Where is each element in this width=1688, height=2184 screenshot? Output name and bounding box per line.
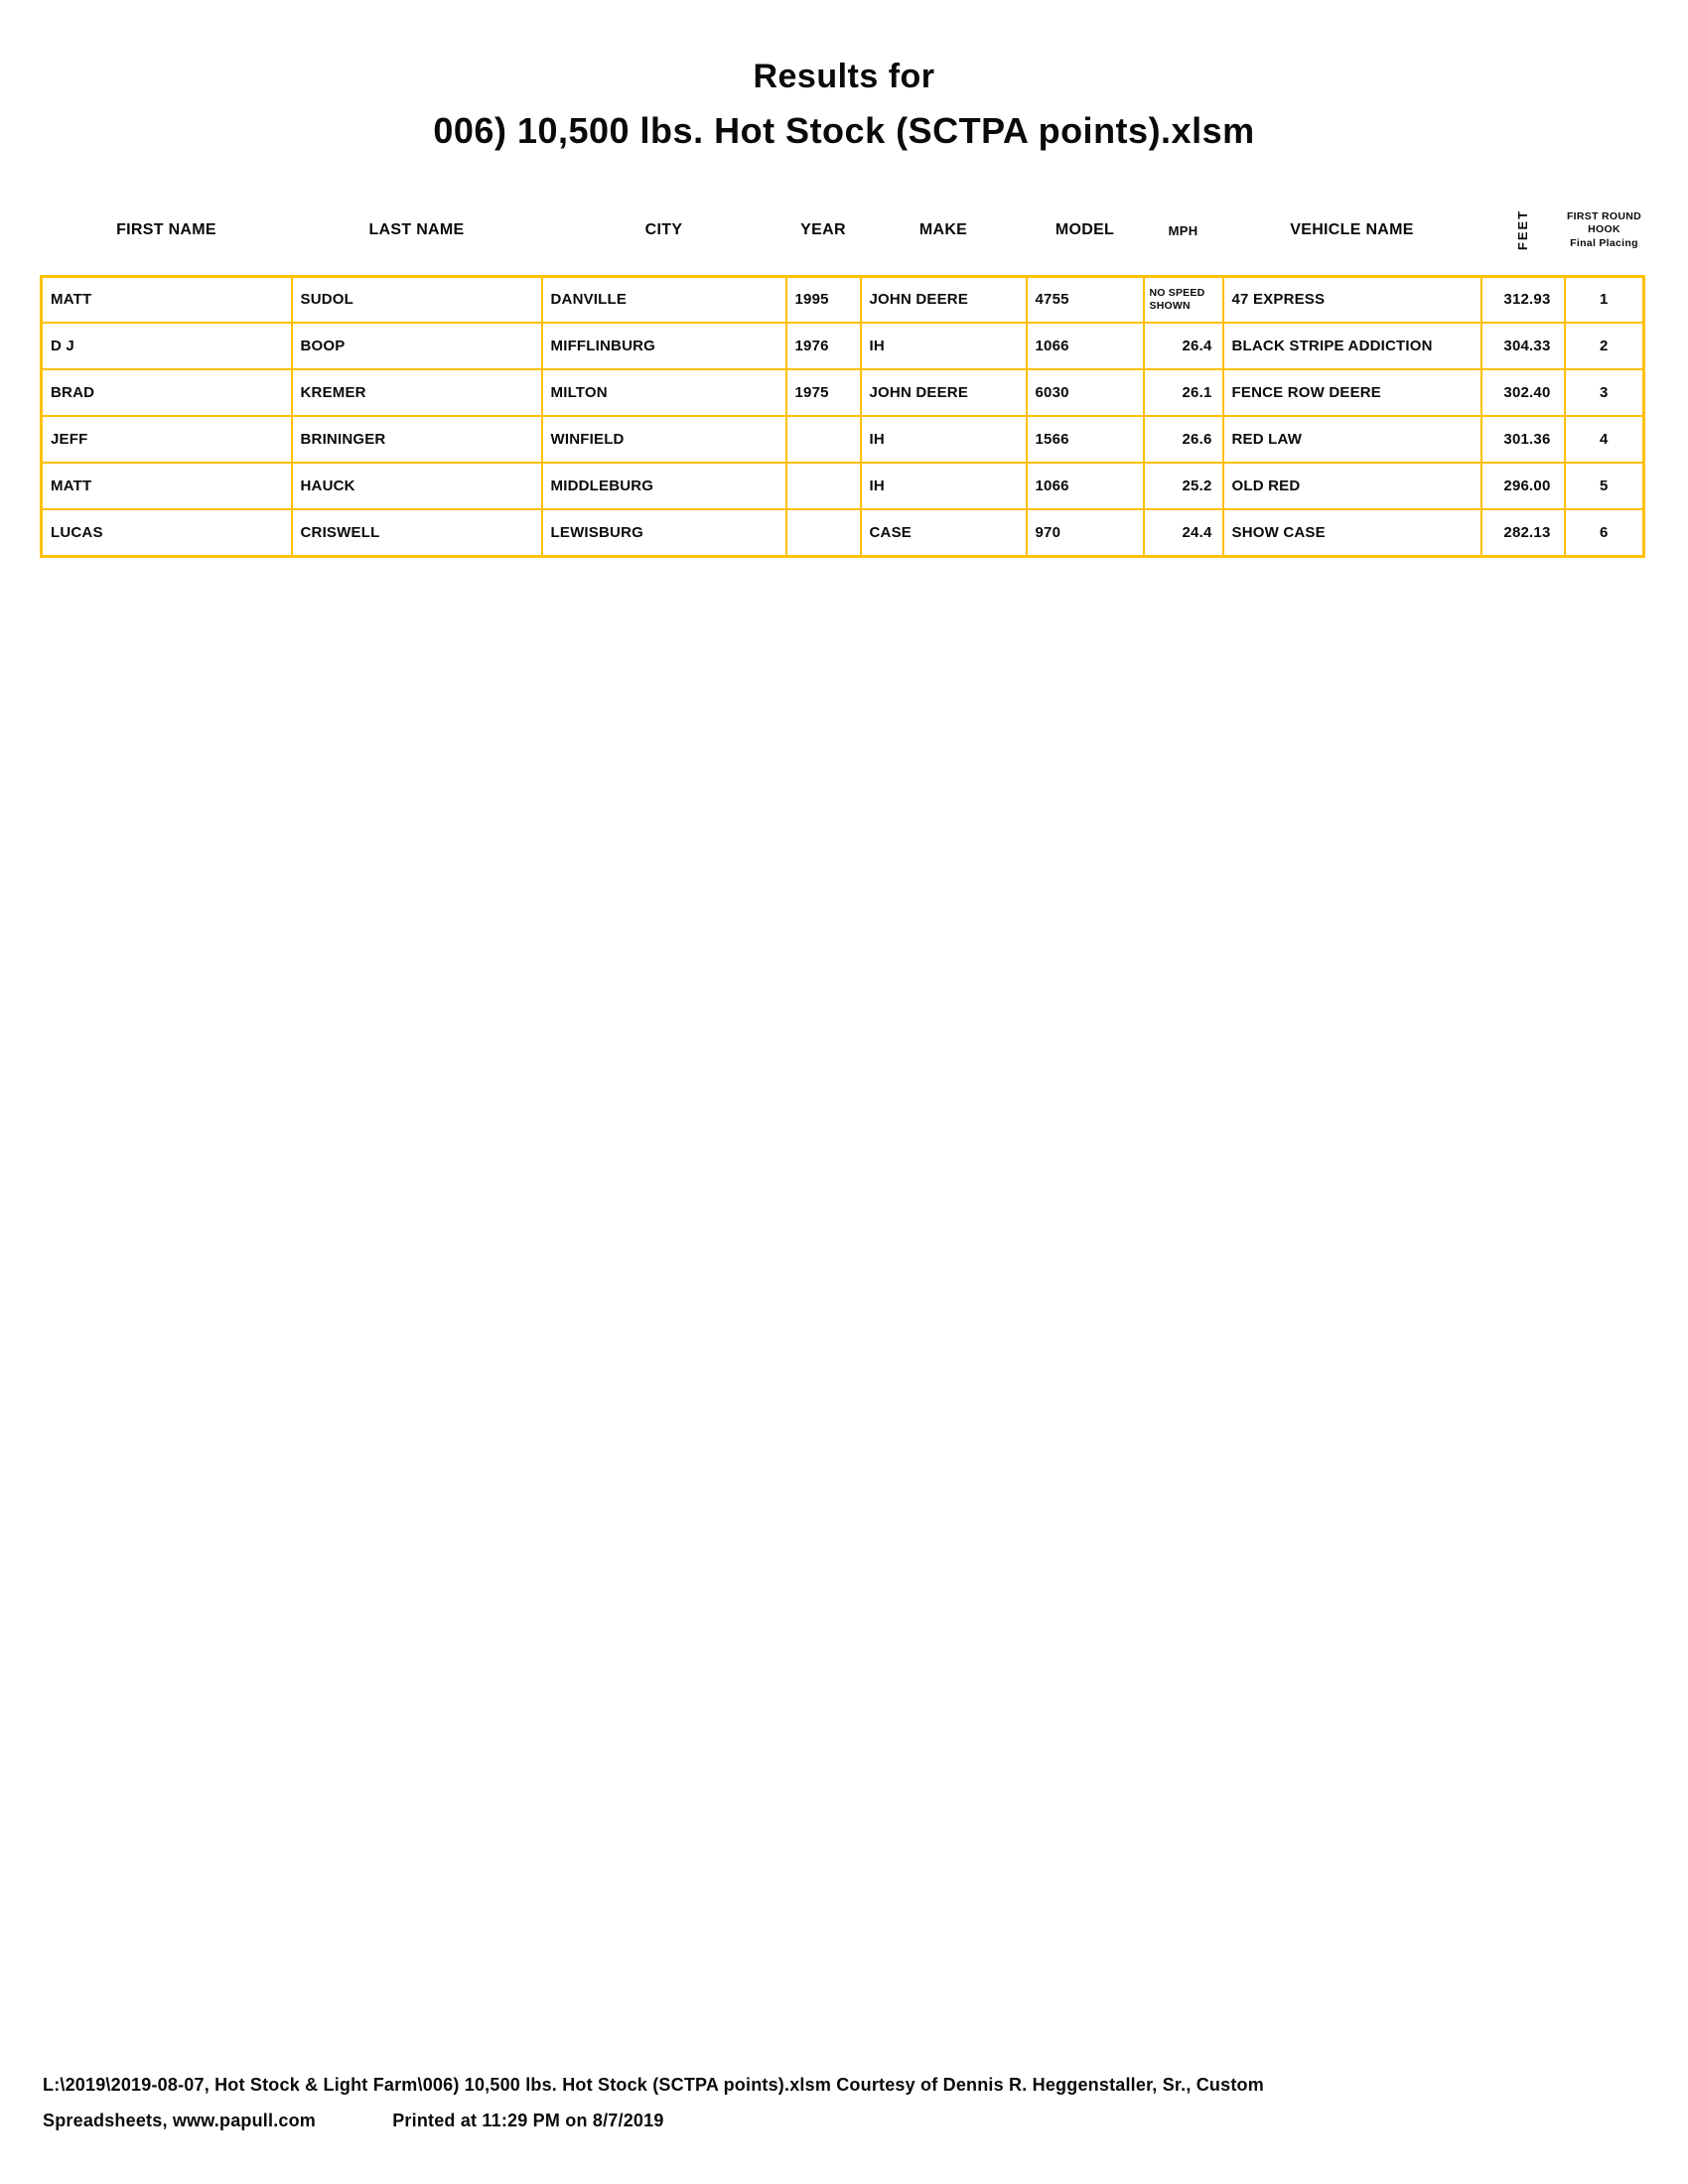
cell-feet: 282.13 (1479, 508, 1566, 557)
footer-printed-timestamp: Printed at 11:29 PM on 8/7/2019 (392, 2111, 664, 2130)
footer-line2: Spreadsheets, www.papull.com Printed at … (43, 2103, 1264, 2138)
cell-last-name: BOOP (290, 322, 543, 370)
title-block: Results for 006) 10,500 lbs. Hot Stock (… (0, 0, 1688, 151)
page-footer: L:\2019\2019-08-07, Hot Stock & Light Fa… (43, 2067, 1264, 2138)
header-city: CITY (644, 221, 683, 239)
cell-city: MILTON (540, 368, 787, 417)
cell-vehicle-name: FENCE ROW DEERE (1221, 368, 1482, 417)
cell-model: 6030 (1025, 368, 1145, 417)
header-mph: MPH (1168, 222, 1198, 238)
cell-year: 1975 (784, 368, 862, 417)
cell-placing: 2 (1563, 322, 1645, 370)
cell-first-name: JEFF (40, 415, 293, 464)
table-row: LUCAS CRISWELL LEWISBURG CASE 970 24.4 SHOW CA… (40, 508, 1645, 557)
header-first-round-hook: FIRST ROUND HOOK (1566, 209, 1642, 236)
header-last-name: LAST NAME (368, 221, 465, 239)
cell-year (784, 508, 862, 557)
cell-last-name: KREMER (290, 368, 543, 417)
cell-model: 970 (1025, 508, 1145, 557)
cell-placing: 6 (1563, 508, 1645, 557)
cell-vehicle-name: BLACK STRIPE ADDICTION (1221, 322, 1482, 370)
header-feet: FEET (1481, 187, 1565, 276)
file-name-title: 006) 10,500 lbs. Hot Stock (SCTPA points… (433, 110, 1255, 151)
cell-make: IH (859, 322, 1028, 370)
cell-make: IH (859, 462, 1028, 510)
table-row: JEFF BRININGER WINFIELD IH 1566 26.6 RED LAW 30… (40, 415, 1645, 464)
table-row: D J BOOP MIFFLINBURG 1976 IH 1066 26.4 BLACK ST… (40, 322, 1645, 370)
cell-first-name: D J (40, 322, 293, 370)
cell-placing: 5 (1563, 462, 1645, 510)
cell-last-name: HAUCK (290, 462, 543, 510)
cell-city: WINFIELD (540, 415, 787, 464)
cell-mph: 26.6 (1142, 415, 1224, 464)
table-row: BRAD KREMER MILTON 1975 JOHN DEERE 6030 26.1 FE… (40, 368, 1645, 417)
cell-mph: 25.2 (1142, 462, 1224, 510)
cell-make: CASE (859, 508, 1028, 557)
cell-make: JOHN DEERE (859, 275, 1028, 324)
cell-vehicle-name: 47 EXPRESS (1221, 275, 1482, 324)
footer-website: Spreadsheets, www.papull.com (43, 2111, 317, 2130)
header-final-placing-sub: Final Placing (1570, 237, 1638, 250)
cell-placing: 1 (1563, 275, 1645, 324)
table-row: MATT HAUCK MIDDLEBURG IH 1066 25.2 OLD RED 296.… (40, 462, 1645, 510)
cell-feet: 296.00 (1479, 462, 1566, 510)
cell-feet: 302.40 (1479, 368, 1566, 417)
cell-city: LEWISBURG (540, 508, 787, 557)
cell-year: 1976 (784, 322, 862, 370)
cell-mph: NO SPEED SHOWN (1142, 275, 1224, 324)
cell-city: DANVILLE (540, 275, 787, 324)
table-row: MATT SUDOL DANVILLE 1995 JOHN DEERE 4755 NO SP… (40, 275, 1645, 324)
cell-vehicle-name: RED LAW (1221, 415, 1482, 464)
cell-feet: 312.93 (1479, 275, 1566, 324)
cell-first-name: BRAD (40, 368, 293, 417)
cell-feet: 304.33 (1479, 322, 1566, 370)
feet-rotated-label: FEET (1514, 209, 1530, 251)
cell-mph: 26.1 (1142, 368, 1224, 417)
cell-first-name: MATT (40, 275, 293, 324)
cell-model: 4755 (1025, 275, 1145, 324)
cell-last-name: CRISWELL (290, 508, 543, 557)
cell-first-name: LUCAS (40, 508, 293, 557)
cell-last-name: BRININGER (290, 415, 543, 464)
results-table: FIRST NAME LAST NAME CITY YEAR MAKE MODE… (40, 187, 1645, 558)
cell-feet: 301.36 (1479, 415, 1566, 464)
cell-city: MIDDLEBURG (540, 462, 787, 510)
cell-make: IH (859, 415, 1028, 464)
cell-model: 1066 (1025, 322, 1145, 370)
cell-placing: 3 (1563, 368, 1645, 417)
header-vehicle-name: VEHICLE NAME (1290, 221, 1414, 239)
header-first-name: FIRST NAME (116, 221, 216, 239)
header-year: YEAR (800, 221, 846, 239)
cell-model: 1066 (1025, 462, 1145, 510)
cell-year: 1995 (784, 275, 862, 324)
cell-vehicle-name: OLD RED (1221, 462, 1482, 510)
cell-last-name: SUDOL (290, 275, 543, 324)
cell-make: JOHN DEERE (859, 368, 1028, 417)
table-header: FIRST NAME LAST NAME CITY YEAR MAKE MODE… (42, 187, 1644, 276)
cell-city: MIFFLINBURG (540, 322, 787, 370)
cell-placing: 4 (1563, 415, 1645, 464)
cell-mph: 24.4 (1142, 508, 1224, 557)
cell-first-name: MATT (40, 462, 293, 510)
cell-year (784, 462, 862, 510)
header-model: MODEL (1055, 221, 1115, 239)
cell-mph: 26.4 (1142, 322, 1224, 370)
results-table-body: MATT SUDOL DANVILLE 1995 JOHN DEERE 4755 NO SP… (40, 275, 1645, 557)
footer-file-path: L:\2019\2019-08-07, Hot Stock & Light Fa… (43, 2075, 1264, 2095)
cell-vehicle-name: SHOW CASE (1221, 508, 1482, 557)
page-title: Results for (753, 58, 935, 95)
header-make: MAKE (918, 221, 968, 239)
cell-year (784, 415, 862, 464)
header-final-placing: FIRST ROUND HOOK Final Placing (1565, 187, 1644, 276)
cell-model: 1566 (1025, 415, 1145, 464)
